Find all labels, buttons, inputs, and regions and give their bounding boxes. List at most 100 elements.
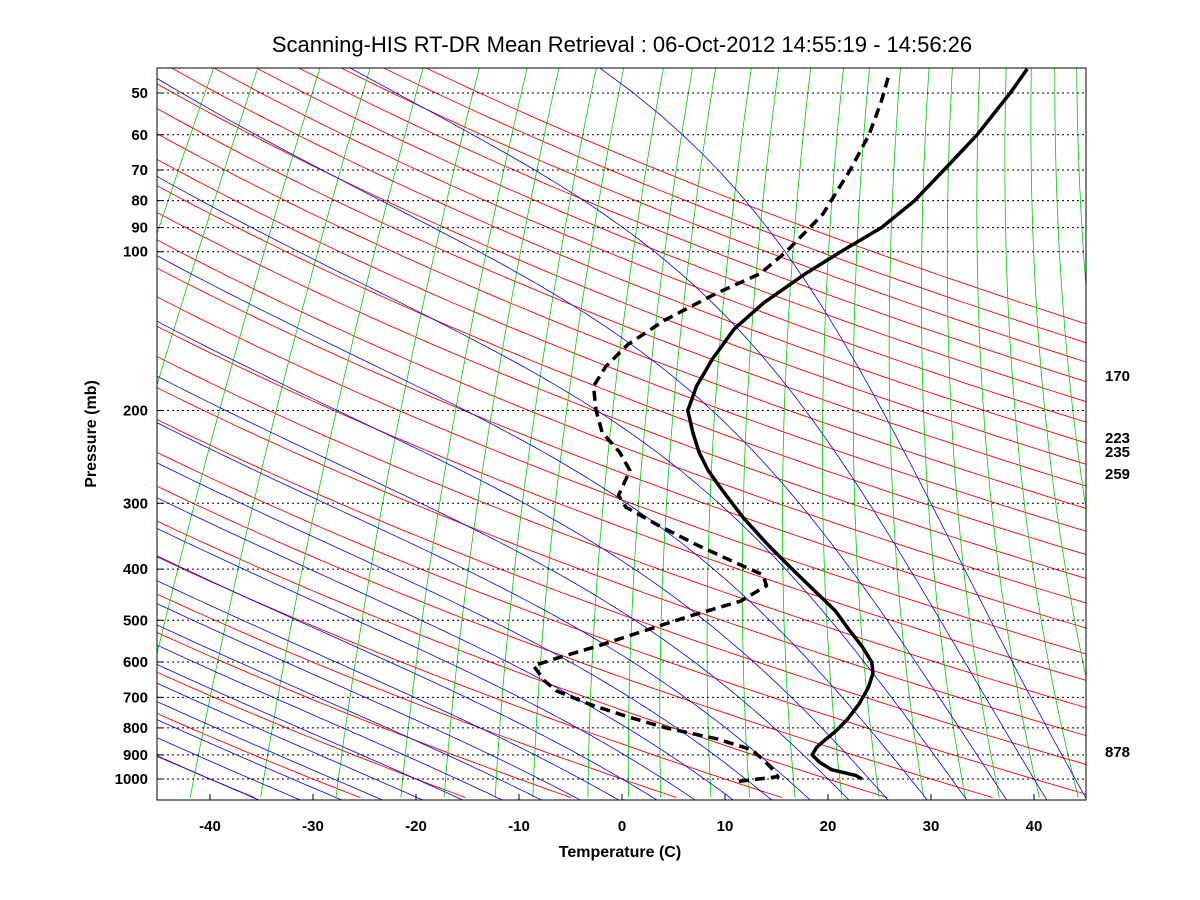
y-tick-label: 60 xyxy=(131,127,148,144)
y-tick-label: 600 xyxy=(123,654,148,671)
x-tick-label: 30 xyxy=(923,818,940,835)
moist-adiabat-line xyxy=(157,375,850,800)
y-axis-label: Pressure (mb) xyxy=(83,380,100,488)
y-tick-label: 100 xyxy=(123,244,148,261)
y-tick-label: 700 xyxy=(123,689,148,706)
annotation-label: 235 xyxy=(1105,444,1130,461)
dry-adiabat-line xyxy=(298,68,1086,383)
profile-series xyxy=(531,68,1029,784)
annotation-label: 878 xyxy=(1105,744,1130,761)
mixing-ratio-line xyxy=(157,68,259,387)
dry-adiabat-line xyxy=(157,325,1086,681)
mixing-ratio-line xyxy=(627,68,693,798)
x-tick-label: -30 xyxy=(302,818,324,835)
moist-adiabat-line xyxy=(157,555,658,800)
mixing-ratio-line xyxy=(400,68,528,798)
dry-adiabat-line xyxy=(425,68,1086,325)
moist-adiabat-line xyxy=(157,719,343,800)
x-tick-label: 10 xyxy=(717,818,734,835)
temperature-profile-line xyxy=(686,68,1029,781)
mixing-ratio-line xyxy=(1004,68,1079,798)
mixing-ratio-line xyxy=(888,68,925,798)
y-tick-label: 500 xyxy=(123,612,148,629)
y-tick-label: 300 xyxy=(123,495,148,512)
moist-adiabat-line xyxy=(157,422,811,800)
background-isopleths xyxy=(157,68,1086,800)
mixing-ratio-line xyxy=(157,68,321,656)
dry-adiabat-line xyxy=(157,133,1086,509)
mixing-ratio-line xyxy=(443,68,560,798)
mixing-ratio-line xyxy=(494,68,597,798)
y-tick-label: 900 xyxy=(123,747,148,764)
dry-adiabat-line xyxy=(170,68,1086,444)
mixing-ratio-line xyxy=(335,68,480,798)
mixing-ratio-line xyxy=(782,68,812,798)
moist-adiabat-line xyxy=(157,462,773,800)
dry-adiabat-line xyxy=(213,68,1086,423)
mixing-ratio-line xyxy=(741,68,780,798)
dry-adiabat-line xyxy=(157,158,1086,532)
moist-adiabat-line xyxy=(157,682,424,800)
annotation-label: 223 xyxy=(1105,430,1130,447)
moist-adiabat-line xyxy=(157,755,260,800)
moist-adiabat-line xyxy=(157,255,928,800)
moist-adiabat-line xyxy=(157,77,1008,800)
moist-adiabat-line xyxy=(157,528,696,800)
y-tick-label: 400 xyxy=(123,561,148,578)
moist-adiabat-line xyxy=(157,701,384,800)
y-tick-label: 90 xyxy=(131,220,148,237)
moist-adiabat-line xyxy=(157,580,620,800)
moist-adiabat-line xyxy=(157,663,464,800)
moist-adiabat-line xyxy=(157,320,889,800)
mixing-ratio-line xyxy=(976,68,1040,798)
moist-adiabat-line xyxy=(157,603,582,800)
dewpoint-profile-line xyxy=(531,73,891,784)
dry-adiabat-line xyxy=(157,387,1086,737)
annotation-label: 170 xyxy=(1105,368,1130,385)
dry-adiabat-line xyxy=(157,267,1086,629)
dry-adiabat-line xyxy=(157,239,1086,604)
x-axis-ticks: -40 -30 -20 -10 0 10 20 30 40 xyxy=(199,794,1042,835)
y-axis-ticks: 50 60 70 80 90 100 200 300 400 500 600 700 800 900 100… xyxy=(115,85,163,788)
mixing-ratio-line xyxy=(659,68,717,798)
moist-adiabat-line xyxy=(349,68,1048,800)
dry-adiabat-line xyxy=(157,485,993,799)
dry-adiabat-line xyxy=(157,185,1086,555)
dry-adiabat-line xyxy=(157,83,1086,465)
dry-adiabat-line xyxy=(157,631,572,799)
dry-adiabat-line xyxy=(157,356,1086,709)
mixing-ratio-line xyxy=(822,68,844,798)
x-tick-label: 40 xyxy=(1026,818,1043,835)
dry-adiabat-line xyxy=(340,68,1086,363)
mixing-ratio-line xyxy=(260,68,424,798)
dry-adiabat-line xyxy=(157,107,1086,487)
x-tick-label: -20 xyxy=(405,818,427,835)
chart-title: Scanning-HIS RT-DR Mean Retrieval : 06-O… xyxy=(272,32,972,57)
y-tick-label: 800 xyxy=(123,720,148,737)
dry-adiabat-line xyxy=(157,556,783,799)
moist-adiabat-line xyxy=(599,68,1086,799)
moist-adiabat-line xyxy=(157,497,734,800)
dry-adiabat-line xyxy=(157,593,677,799)
moist-adiabat-line xyxy=(157,624,543,800)
x-tick-label: 0 xyxy=(618,818,626,835)
dry-adiabat-line xyxy=(157,520,888,799)
y-tick-label: 80 xyxy=(131,193,148,210)
y-tick-label: 70 xyxy=(131,162,148,179)
moist-adiabat-line xyxy=(157,737,302,800)
x-axis-label: Temperature (C) xyxy=(559,844,681,861)
mixing-ratio-line xyxy=(1054,68,1086,512)
x-tick-label: 20 xyxy=(820,818,837,835)
mixing-ratio-line xyxy=(1076,68,1086,291)
mixing-ratio-line xyxy=(921,68,966,798)
moist-adiabat-line xyxy=(157,175,968,800)
dry-adiabat-line xyxy=(157,296,1086,655)
annotation-label: 259 xyxy=(1105,466,1130,483)
mixing-ratio-line xyxy=(157,68,215,236)
mixing-ratio-line xyxy=(946,68,1000,798)
x-tick-label: -10 xyxy=(508,818,530,835)
